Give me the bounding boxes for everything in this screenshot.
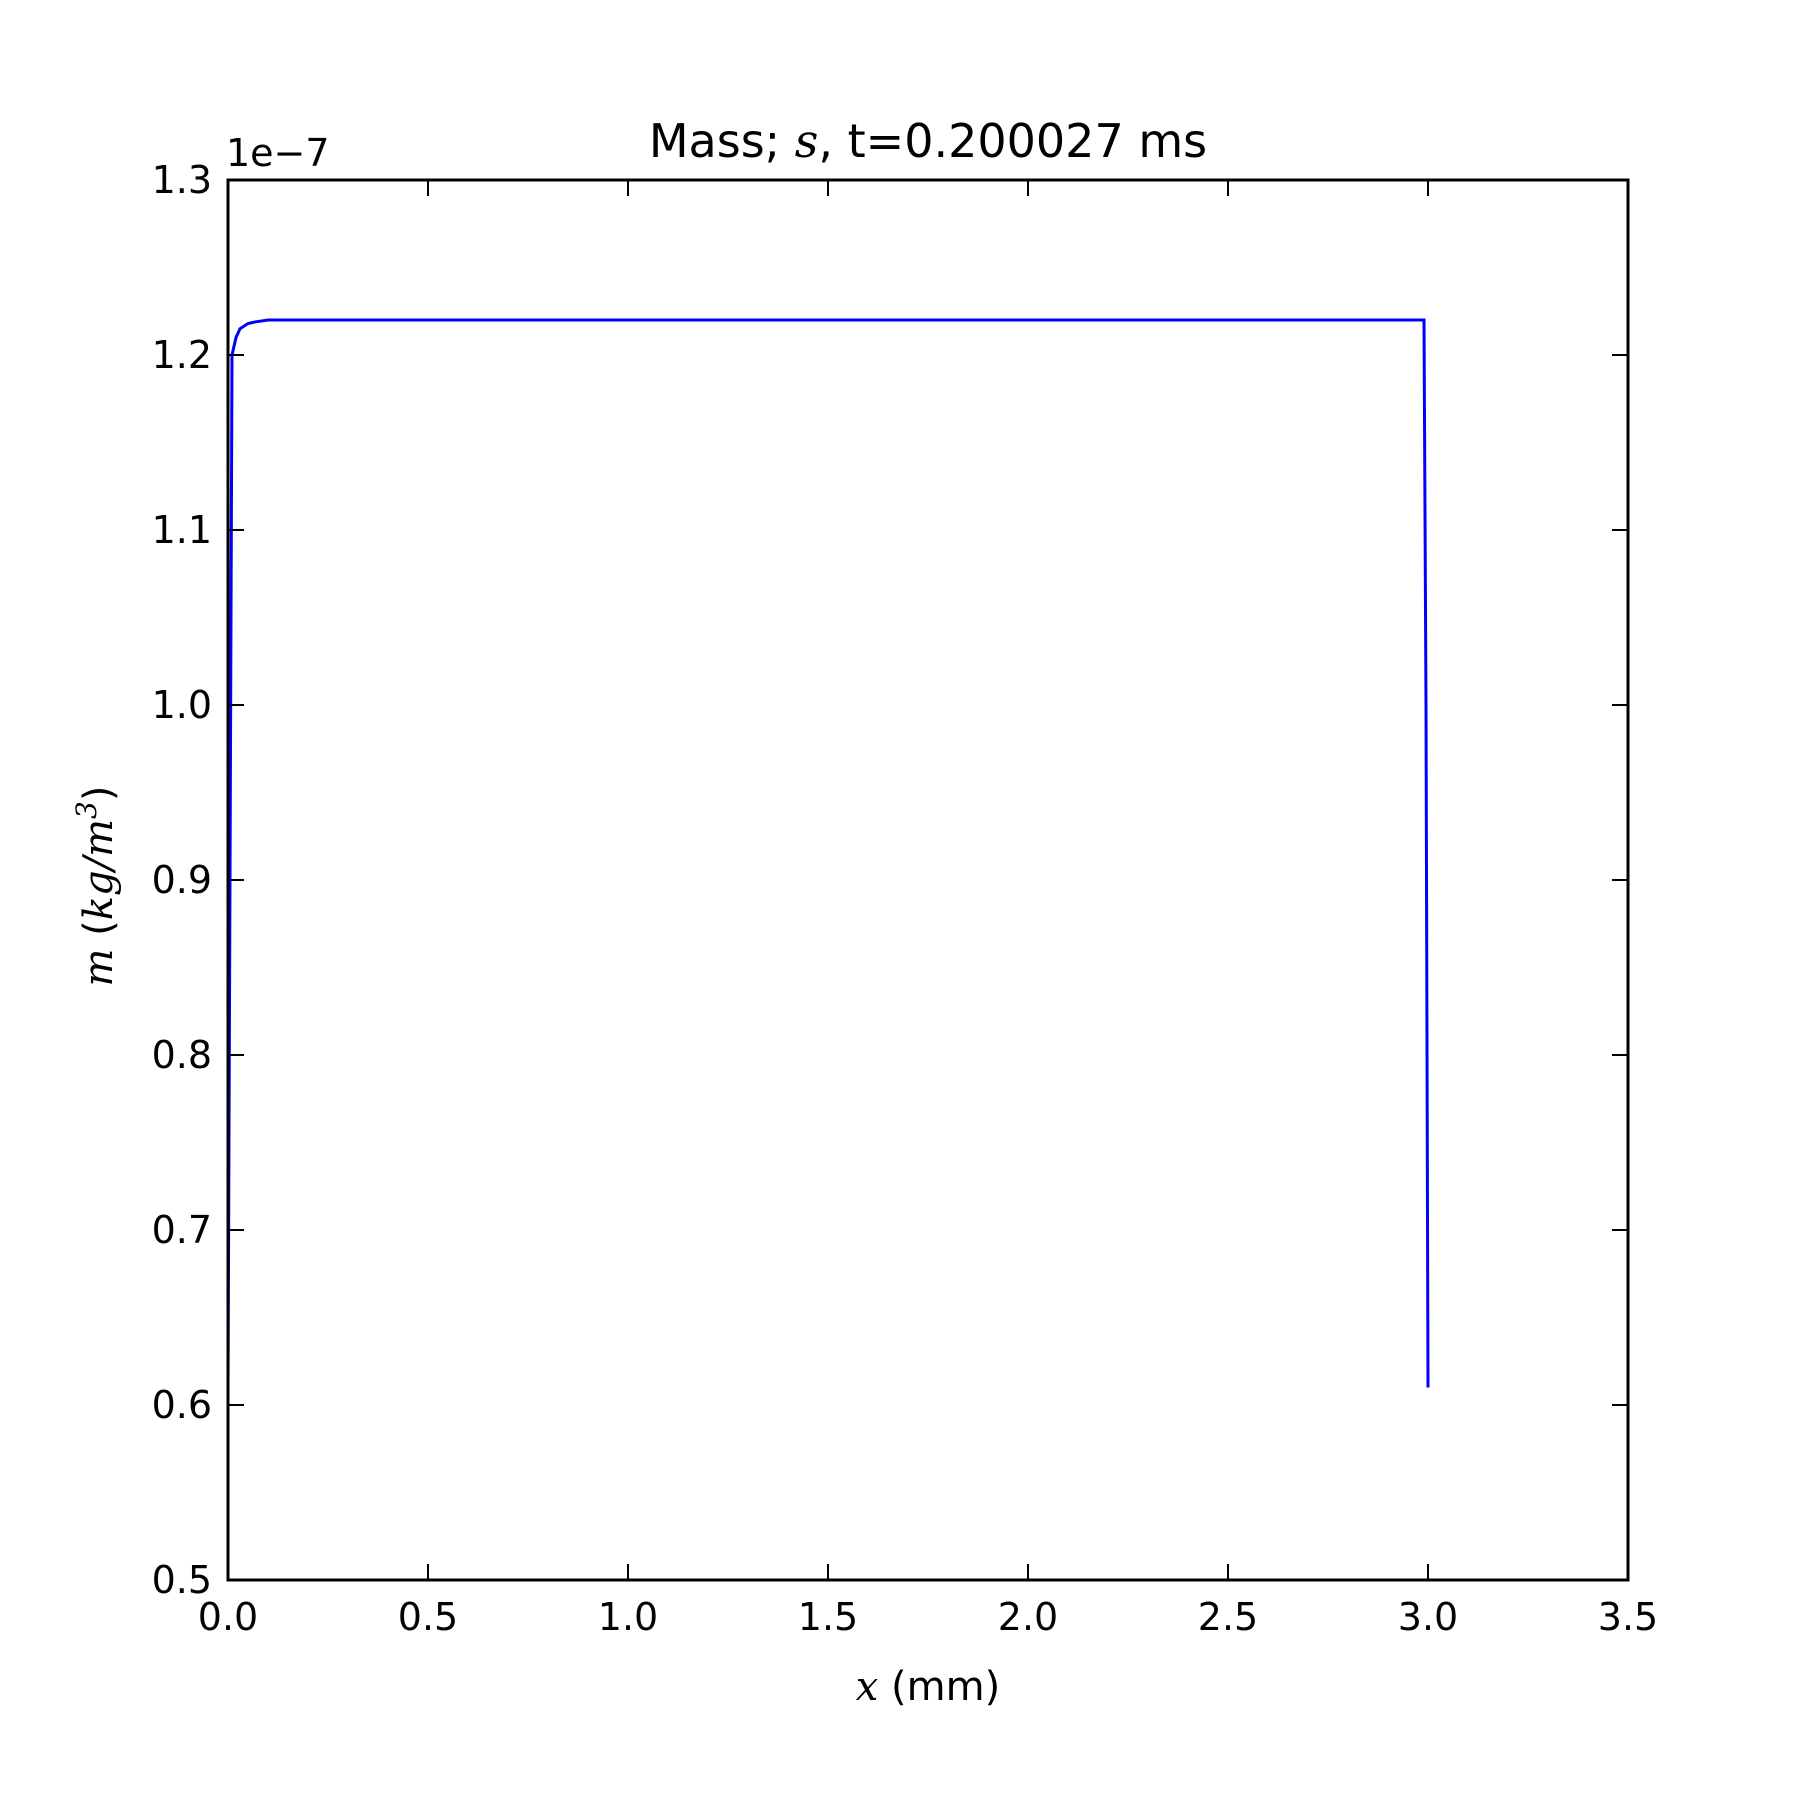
y-tick-label: 0.9: [152, 858, 212, 902]
y-axis-label-exponent: 3: [70, 801, 103, 819]
y-tick-label: 1.2: [152, 333, 212, 377]
x-axis-label-symbol: x: [856, 1664, 879, 1710]
y-tick-label: 1.3: [152, 158, 212, 202]
y-tick-label: 0.6: [152, 1383, 212, 1427]
x-tick-label: 2.0: [998, 1595, 1058, 1639]
x-tick-label: 0.5: [398, 1595, 458, 1639]
y-tick-label: 1.0: [152, 683, 212, 727]
chart-title-symbol: s: [795, 114, 819, 168]
x-axis-label-unit: (mm): [878, 1664, 1000, 1710]
axis-ticks: [227, 179, 1629, 1581]
plot-frame: [226, 178, 1630, 1582]
chart-title: Mass; s, t=0.200027 ms: [649, 114, 1207, 168]
x-tick-label: 1.0: [598, 1595, 658, 1639]
chart-title-suffix: , t=0.200027 ms: [818, 114, 1207, 168]
series-line: [226, 318, 1430, 1388]
y-tick-label: 0.8: [152, 1033, 212, 1077]
y-axis-label-symbol: m: [76, 949, 122, 987]
chart-title-prefix: Mass;: [649, 114, 795, 168]
x-tick-label: 3.5: [1598, 1595, 1658, 1639]
y-tick-label: 0.5: [152, 1558, 212, 1602]
y-axis-label-open: (: [76, 920, 122, 948]
x-tick-label: 0.0: [198, 1595, 258, 1639]
x-tick-label: 2.5: [1198, 1595, 1258, 1639]
y-axis-label-close: ): [76, 786, 122, 802]
y-axis-label: m (kg/m3): [70, 786, 123, 987]
axis-tick-labels: 0.0 0.5 1.0 1.5 2.0 2.5 3.0 3.50.50.60.70.80.91…: [152, 158, 1659, 1639]
y-axis-offset-text: 1e−7: [226, 131, 330, 175]
x-tick-label: 3.0: [1398, 1595, 1458, 1639]
y-axis-label-unit: kg/m: [76, 819, 122, 920]
x-axis-label: x (mm): [856, 1664, 1000, 1710]
x-tick-label: 1.5: [798, 1595, 858, 1639]
y-tick-label: 0.7: [152, 1208, 212, 1252]
y-tick-label: 1.1: [152, 508, 212, 552]
